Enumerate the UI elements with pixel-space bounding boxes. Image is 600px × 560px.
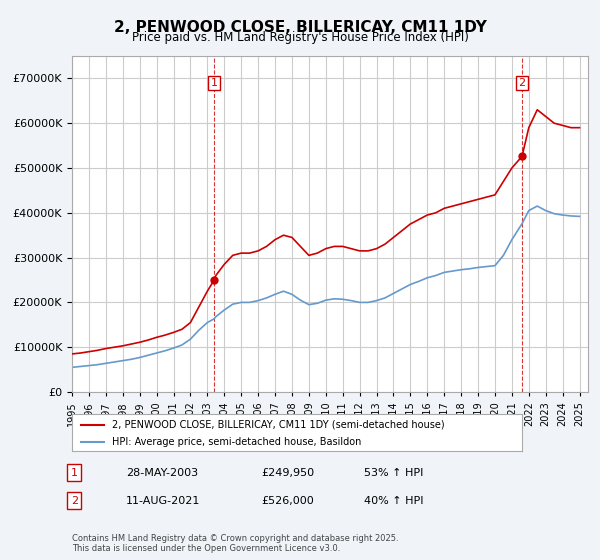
Text: Contains HM Land Registry data © Crown copyright and database right 2025.
This d: Contains HM Land Registry data © Crown c… bbox=[72, 534, 398, 553]
Text: 28-MAY-2003: 28-MAY-2003 bbox=[126, 468, 198, 478]
Text: 2: 2 bbox=[71, 496, 78, 506]
Text: 53% ↑ HPI: 53% ↑ HPI bbox=[365, 468, 424, 478]
Text: 1: 1 bbox=[211, 78, 218, 88]
Text: 40% ↑ HPI: 40% ↑ HPI bbox=[365, 496, 424, 506]
Text: 2, PENWOOD CLOSE, BILLERICAY, CM11 1DY: 2, PENWOOD CLOSE, BILLERICAY, CM11 1DY bbox=[113, 20, 487, 35]
Text: 11-AUG-2021: 11-AUG-2021 bbox=[126, 496, 200, 506]
Text: Price paid vs. HM Land Registry's House Price Index (HPI): Price paid vs. HM Land Registry's House … bbox=[131, 31, 469, 44]
Text: £526,000: £526,000 bbox=[261, 496, 314, 506]
Text: HPI: Average price, semi-detached house, Basildon: HPI: Average price, semi-detached house,… bbox=[113, 437, 362, 447]
Text: 1: 1 bbox=[71, 468, 78, 478]
Text: 2: 2 bbox=[518, 78, 526, 88]
Text: 2, PENWOOD CLOSE, BILLERICAY, CM11 1DY (semi-detached house): 2, PENWOOD CLOSE, BILLERICAY, CM11 1DY (… bbox=[113, 419, 445, 430]
Text: £249,950: £249,950 bbox=[261, 468, 314, 478]
